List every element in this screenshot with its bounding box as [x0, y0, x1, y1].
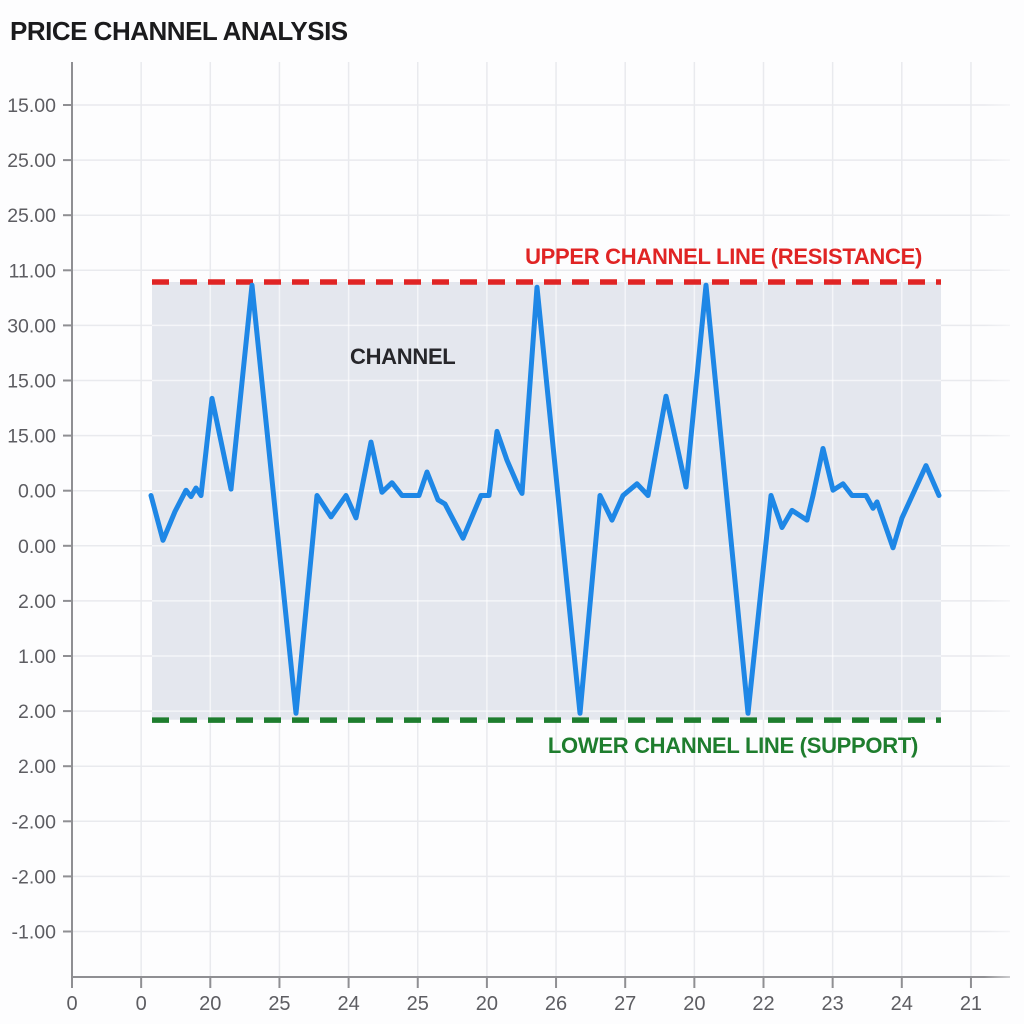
x-tick-label: 20 [476, 993, 498, 1015]
x-tick-label: 24 [891, 993, 913, 1015]
y-tick-label: -2.00 [12, 811, 57, 833]
x-tick-label: 0 [66, 993, 77, 1015]
price-series-line [148, 282, 942, 716]
tick-marks-group [63, 104, 972, 988]
y-tick-label: 2.00 [18, 756, 56, 778]
y-tick-label: 2.00 [18, 591, 56, 613]
x-tick-label: 23 [822, 993, 844, 1015]
x-tick-label: 20 [199, 993, 221, 1015]
x-tick-label: 25 [407, 993, 429, 1015]
x-tick-label: 25 [268, 993, 290, 1015]
page-title: PRICE CHANNEL ANALYSIS [10, 16, 348, 46]
y-tick-label: -1.00 [12, 922, 57, 944]
y-tick-label: 1.00 [18, 646, 56, 668]
y-tick-label: 25.00 [7, 150, 56, 172]
channel-label: CHANNEL [350, 344, 456, 369]
band-grid-group [152, 282, 941, 720]
upper-channel-label: UPPER CHANNEL LINE (RESISTANCE) [525, 244, 922, 269]
y-tick-label: 0.00 [18, 536, 56, 558]
x-tick-label: 0 [136, 993, 147, 1015]
x-tick-label: 22 [752, 993, 774, 1015]
y-tick-label: 15.00 [7, 95, 56, 117]
x-tick-label: 20 [683, 993, 705, 1015]
y-tick-label: 0.00 [18, 481, 56, 503]
x-tick-label: 27 [614, 993, 636, 1015]
tick-labels-group: 0 0 20 25 24 25 20 26 27 20 22 23 24 21 15.00 25.00 25.0… [7, 95, 982, 1015]
x-tick-label: 21 [960, 993, 982, 1015]
y-tick-label: 11.00 [9, 260, 57, 282]
x-tick-label: 24 [337, 993, 359, 1015]
y-tick-label: 15.00 [7, 371, 56, 393]
y-tick-label: 15.00 [7, 426, 56, 448]
channel-band [152, 282, 941, 720]
y-tick-label: 30.00 [7, 315, 56, 337]
lower-channel-label: LOWER CHANNEL LINE (SUPPORT) [547, 733, 918, 758]
x-tick-label: 26 [545, 993, 567, 1015]
y-tick-label: 25.00 [7, 205, 56, 227]
y-tick-label: 2.00 [18, 701, 56, 723]
y-tick-label: -2.00 [12, 866, 57, 888]
